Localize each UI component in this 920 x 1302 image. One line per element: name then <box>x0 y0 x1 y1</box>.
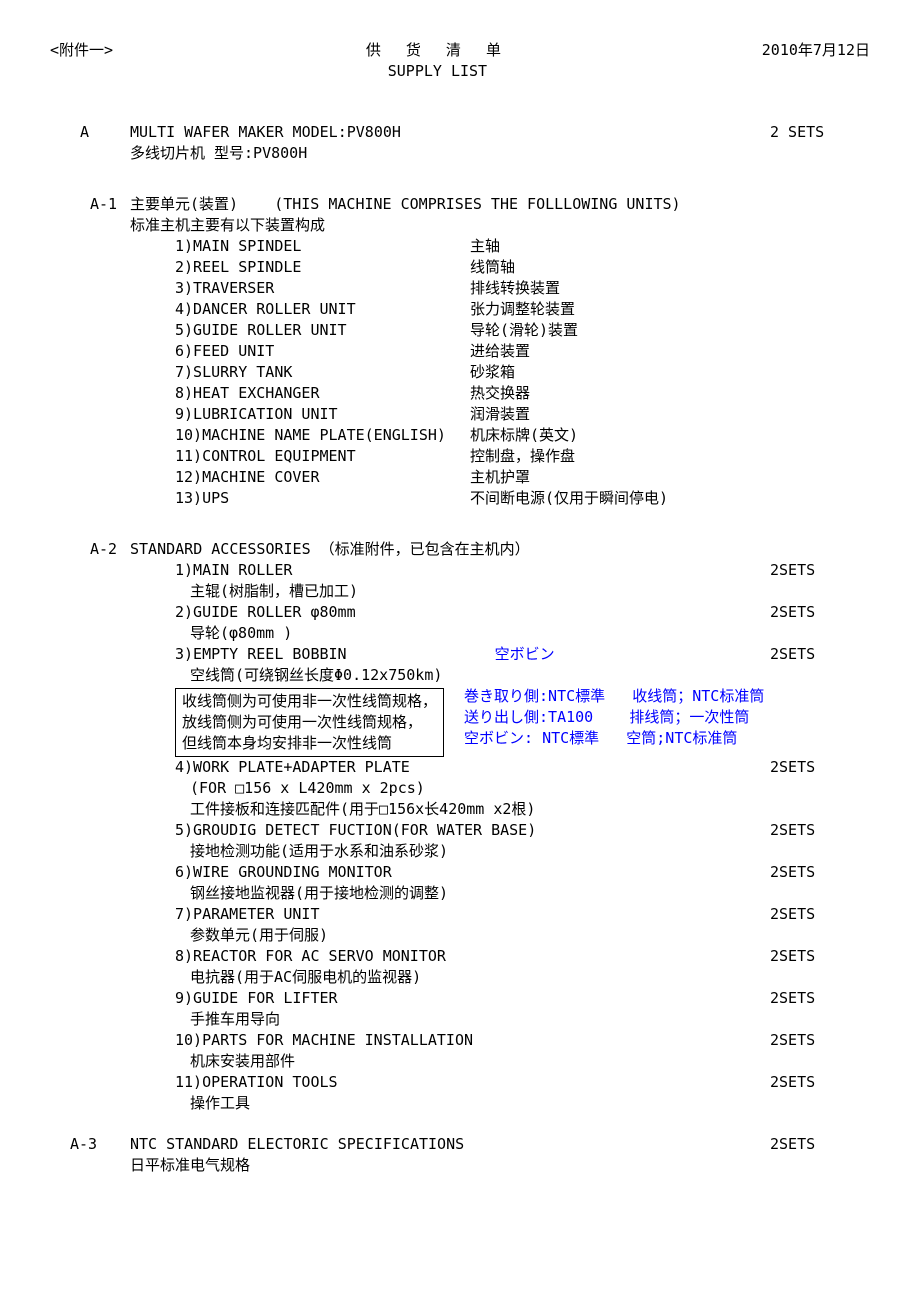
a3-label: A-3 <box>50 1134 130 1176</box>
a2-item5: 5)GROUDIG DETECT FUCTION(FOR WATER BASE)… <box>175 820 870 841</box>
a2-item3-cn: 空线筒(可绕钢丝长度Φ0.12x750km) <box>175 665 870 686</box>
a1-sub: 标准主机主要有以下装置构成 <box>130 215 870 236</box>
a1-title-en: (THIS MACHINE COMPRISES THE FOLLLOWING U… <box>274 195 680 213</box>
a1-item: 13)UPS不间断电源(仅用于瞬间停电) <box>175 488 870 509</box>
a1-item: 5)GUIDE ROLLER UNIT导轮(滑轮)装置 <box>175 320 870 341</box>
a1-item: 7)SLURRY TANK砂浆箱 <box>175 362 870 383</box>
a1-item: 11)CONTROL EQUIPMENT控制盘，操作盘 <box>175 446 870 467</box>
a2-item11-cn: 操作工具 <box>175 1093 870 1114</box>
date-label: 2010年7月12日 <box>762 40 870 61</box>
a2-item9-cn: 手推车用导向 <box>175 1009 870 1030</box>
a2-item7: 7)PARAMETER UNIT2SETS <box>175 904 870 925</box>
a2-items: 1)MAIN ROLLER2SETS 主辊(树脂制，槽已加工) 2)GUIDE … <box>50 560 870 1114</box>
header: <附件一> 供 货 清 单 SUPPLY LIST 2010年7月12日 <box>50 40 870 82</box>
a1-header: A-1 主要单元(装置) (THIS MACHINE COMPRISES THE… <box>50 194 870 236</box>
a2-item2-cn: 导轮(φ80mm ) <box>175 623 870 644</box>
a1-item: 9)LUBRICATION UNIT润滑装置 <box>175 404 870 425</box>
a2-item3: 3)EMPTY REEL BOBBIN 空ボビン 2SETS <box>175 644 870 665</box>
section-a-label: A <box>50 122 130 164</box>
a1-item: 2)REEL SPINDLE线筒轴 <box>175 257 870 278</box>
item3-jp: 空ボビン <box>495 645 555 663</box>
a1-item: 6)FEED UNIT进给装置 <box>175 341 870 362</box>
a2-item11: 11)OPERATION TOOLS2SETS <box>175 1072 870 1093</box>
a2-item6-cn: 钢丝接地监视器(用于接地检测的调整) <box>175 883 870 904</box>
bobbin-note: 收线筒侧为可使用非一次性线筒规格， 放线筒侧为可使用一次性线筒规格， 但线筒本身… <box>175 686 870 757</box>
section-a-content: MULTI WAFER MAKER MODEL:PV800H 多线切片机 型号:… <box>130 122 770 164</box>
a1-item: 4)DANCER ROLLER UNIT张力调整轮装置 <box>175 299 870 320</box>
a1-label: A-1 <box>50 194 130 236</box>
a1-item: 12)MACHINE COVER主机护罩 <box>175 467 870 488</box>
a2-item8: 8)REACTOR FOR AC SERVO MONITOR2SETS <box>175 946 870 967</box>
a2-item5-cn: 接地检测功能(适用于水系和油系砂浆) <box>175 841 870 862</box>
a2-title: STANDARD ACCESSORIES （标准附件，已包含在主机内） <box>130 539 870 560</box>
a2-label: A-2 <box>50 539 130 560</box>
title-block: 供 货 清 单 SUPPLY LIST <box>113 40 762 82</box>
a2-item9: 9)GUIDE FOR LIFTER2SETS <box>175 988 870 1009</box>
a3-section: A-3 NTC STANDARD ELECTORIC SPECIFICATION… <box>50 1134 870 1176</box>
a2-item10: 10)PARTS FOR MACHINE INSTALLATION2SETS <box>175 1030 870 1051</box>
section-a-qty: 2 SETS <box>770 122 870 164</box>
a1-item: 1)MAIN SPINDEL主轴 <box>175 236 870 257</box>
a1-item: 8)HEAT EXCHANGER热交换器 <box>175 383 870 404</box>
a1-item: 3)TRAVERSER排线转换装置 <box>175 278 870 299</box>
a2-item4-sub: (FOR □156 x L420mm x 2pcs) <box>175 778 870 799</box>
bobbin-jp-notes: 巻き取り側:NTC標準 收线筒；NTC标准筒 送り出し側:TA100 排线筒；一… <box>444 686 870 757</box>
attachment-label: <附件一> <box>50 40 113 61</box>
section-a-header: A MULTI WAFER MAKER MODEL:PV800H 多线切片机 型… <box>50 122 870 164</box>
a2-item4-cn: 工件接板和连接匹配件(用于□156x长420mm x2根) <box>175 799 870 820</box>
a2-item10-cn: 机床安装用部件 <box>175 1051 870 1072</box>
bobbin-box: 收线筒侧为可使用非一次性线筒规格， 放线筒侧为可使用一次性线筒规格， 但线筒本身… <box>175 688 444 757</box>
a1-title-cn: 主要单元(装置) <box>130 195 238 213</box>
a2-item4: 4)WORK PLATE+ADAPTER PLATE2SETS <box>175 757 870 778</box>
section-a-line1: MULTI WAFER MAKER MODEL:PV800H <box>130 122 770 143</box>
a2-item6: 6)WIRE GROUNDING MONITOR2SETS <box>175 862 870 883</box>
title-cn: 供 货 清 单 <box>113 40 762 61</box>
a2-item2: 2)GUIDE ROLLER φ80mm2SETS <box>175 602 870 623</box>
a3-content: NTC STANDARD ELECTORIC SPECIFICATIONS 2S… <box>130 1134 870 1176</box>
a1-item: 10)MACHINE NAME PLATE(ENGLISH)机床标牌(英文) <box>175 425 870 446</box>
a1-items: 1)MAIN SPINDEL主轴 2)REEL SPINDLE线筒轴 3)TRA… <box>50 236 870 509</box>
a1-content: 主要单元(装置) (THIS MACHINE COMPRISES THE FOL… <box>130 194 870 236</box>
a2-header: A-2 STANDARD ACCESSORIES （标准附件，已包含在主机内） <box>50 539 870 560</box>
a2-item1-cn: 主辊(树脂制，槽已加工) <box>175 581 870 602</box>
a2-item8-cn: 电抗器(用于AC伺服电机的监视器) <box>175 967 870 988</box>
a2-item7-cn: 参数单元(用于伺服) <box>175 925 870 946</box>
section-a-line2: 多线切片机 型号:PV800H <box>130 143 770 164</box>
a2-item1: 1)MAIN ROLLER2SETS <box>175 560 870 581</box>
title-en: SUPPLY LIST <box>113 61 762 82</box>
